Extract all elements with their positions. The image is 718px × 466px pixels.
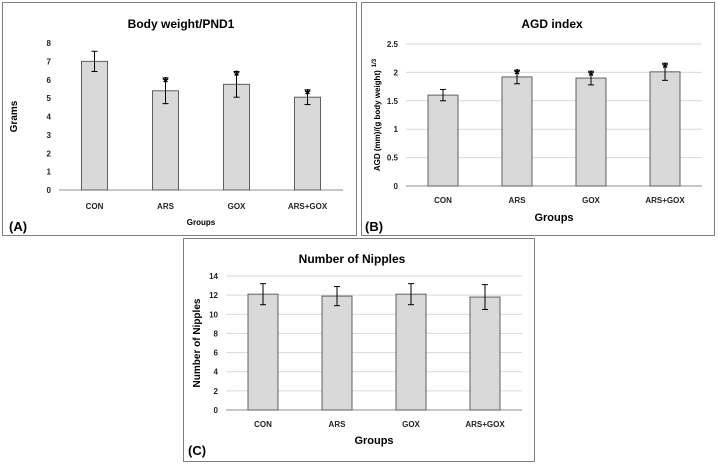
chart-b-y-axis-label: AGD (mm)/(g body weight)1/3 xyxy=(372,58,382,171)
chart-b-x-axis-label: Groups xyxy=(534,212,573,224)
chart-a-category-label: ARS xyxy=(157,202,175,211)
chart-c-category-label: ARS+GOX xyxy=(465,420,505,429)
chart-b-bar-ars xyxy=(501,76,533,187)
chart-c-bar-ars-gox xyxy=(469,296,501,411)
chart-c-ytick-label: 10 xyxy=(209,310,218,319)
chart-b-significance-star: * xyxy=(662,59,668,76)
chart-c: Number of Nipples 0 2 4 6 8 10 12 14 CON ARS GOX ARS… xyxy=(188,252,522,458)
chart-a-ytick-label: 8 xyxy=(47,39,52,48)
chart-a-x-axis-label: Groups xyxy=(187,218,216,227)
panel-b: AGD index 0 0.5 1 1.5 2 2.5 CON * ARS * GOX * ARS+GOX… xyxy=(361,2,715,236)
chart-c-ytick-label: 6 xyxy=(214,349,219,358)
chart-b-category-label: GOX xyxy=(582,196,600,205)
panel-a: Body weight/PND1 0 1 2 3 4 5 6 7 8 CON * ARS * GOX * ARS… xyxy=(2,2,357,236)
chart-a-category-label: CON xyxy=(86,202,104,211)
chart-a-panel-label: (A) xyxy=(9,219,27,234)
chart-a-category-label: ARS+GOX xyxy=(288,202,328,211)
chart-a-bar-ars-gox xyxy=(294,96,321,191)
chart-a-significance-star: * xyxy=(234,67,240,84)
chart-a-bar-con xyxy=(81,60,108,191)
chart-a-significance-star: * xyxy=(163,74,169,91)
chart-c-ytick-label: 8 xyxy=(214,329,219,338)
chart-a-y-axis-label: Grams xyxy=(9,100,20,132)
chart-a-bar-gox xyxy=(223,83,250,191)
chart-b-bar-con xyxy=(427,94,459,187)
chart-c-panel-label: (C) xyxy=(188,443,206,458)
chart-b-ytick-label: 2 xyxy=(394,68,399,77)
chart-b-category-label: ARS xyxy=(509,196,527,205)
chart-a-ytick-label: 0 xyxy=(47,186,52,195)
chart-c-category-label: GOX xyxy=(402,420,420,429)
chart-b-bar-ars-gox xyxy=(649,71,681,187)
chart-c-ytick-label: 14 xyxy=(209,272,218,281)
panel-c: Number of Nipples 0 2 4 6 8 10 12 14 CON ARS GOX ARS… xyxy=(183,238,535,462)
chart-c-y-axis-label: Number of Nipples xyxy=(192,298,203,387)
chart-b-ytick-label: 1 xyxy=(394,125,399,134)
chart-b-bar-gox xyxy=(575,77,607,187)
chart-a-bar-ars xyxy=(152,90,179,191)
chart-a-category-label: GOX xyxy=(228,202,246,211)
chart-b-ytick-label: 1.5 xyxy=(387,97,399,106)
chart-c-ytick-label: 12 xyxy=(209,291,218,300)
chart-c-ytick-label: 2 xyxy=(214,387,219,396)
chart-a-ytick-label: 3 xyxy=(47,131,52,140)
chart-c-category-label: CON xyxy=(254,420,272,429)
chart-c-title: Number of Nipples xyxy=(299,252,406,266)
chart-c-ytick-label: 0 xyxy=(214,406,219,415)
chart-a-ytick-label: 4 xyxy=(47,113,52,122)
chart-c-x-axis-label: Groups xyxy=(354,435,393,447)
chart-c-bar-gox xyxy=(395,293,427,411)
chart-b-ytick-label: 2.5 xyxy=(387,40,399,49)
chart-a-significance-star: * xyxy=(305,86,311,103)
chart-b-significance-star: * xyxy=(514,66,520,83)
chart-a-ytick-label: 5 xyxy=(47,94,52,103)
chart-b-significance-star: * xyxy=(588,67,594,84)
chart-b-ytick-label: 0.5 xyxy=(387,154,399,163)
chart-c-category-label: ARS xyxy=(329,420,347,429)
chart-b-panel-label: (B) xyxy=(365,219,383,234)
chart-a: Body weight/PND1 0 1 2 3 4 5 6 7 8 CON * ARS * GOX * ARS… xyxy=(9,17,343,234)
chart-a-title: Body weight/PND1 xyxy=(128,17,235,31)
chart-b-title: AGD index xyxy=(521,17,583,31)
chart-c-bar-con xyxy=(247,293,279,411)
chart-b-category-label: ARS+GOX xyxy=(645,196,685,205)
chart-a-ytick-label: 6 xyxy=(47,76,52,85)
chart-b-ytick-label: 0 xyxy=(394,182,399,191)
chart-c-bar-ars xyxy=(321,295,353,411)
chart-a-ytick-label: 2 xyxy=(47,149,52,158)
chart-a-ytick-label: 1 xyxy=(47,168,52,177)
chart-a-ytick-label: 7 xyxy=(47,57,52,66)
chart-c-ytick-label: 4 xyxy=(214,368,219,377)
chart-b: AGD index 0 0.5 1 1.5 2 2.5 CON * ARS * GOX * ARS+GOX… xyxy=(365,17,702,234)
chart-b-category-label: CON xyxy=(434,196,452,205)
